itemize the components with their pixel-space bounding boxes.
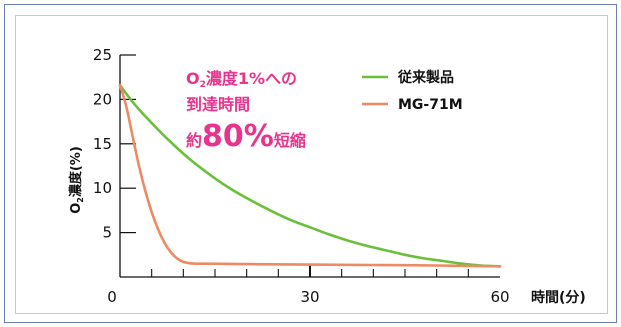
legend-label: MG-71M xyxy=(398,97,463,113)
legend-label: 従来製品 xyxy=(397,69,454,86)
axes xyxy=(119,54,500,278)
x-tick-label: 0 xyxy=(107,288,117,306)
x-tick-label: 60 xyxy=(490,288,509,306)
x-axis-label: 時間(分) xyxy=(531,289,586,306)
series-line-conventional xyxy=(118,83,502,268)
y-tick-label: 10 xyxy=(93,179,112,197)
x-tick-label: 30 xyxy=(300,288,319,306)
y-tick-label: 5 xyxy=(102,224,112,242)
annotation: O2濃度1%への 到達時間 約80%短縮 xyxy=(186,69,306,154)
series-line-mg-71m xyxy=(118,83,502,268)
annotation-line1: O2濃度1%への xyxy=(186,69,297,90)
y-axis-label: O2濃度(%) xyxy=(68,146,85,214)
y-tick-label: 25 xyxy=(93,46,112,64)
annotation-line2: 到達時間 xyxy=(186,95,250,114)
legend: 従来製品 MG-71M xyxy=(362,69,463,113)
y-tick-label: 20 xyxy=(93,90,112,108)
series-lines xyxy=(118,83,502,268)
tick-labels: 5 10 15 20 25 0 30 60 xyxy=(93,46,510,306)
annotation-line3: 約80%短縮 xyxy=(186,119,306,154)
y-tick-label: 15 xyxy=(93,135,112,153)
